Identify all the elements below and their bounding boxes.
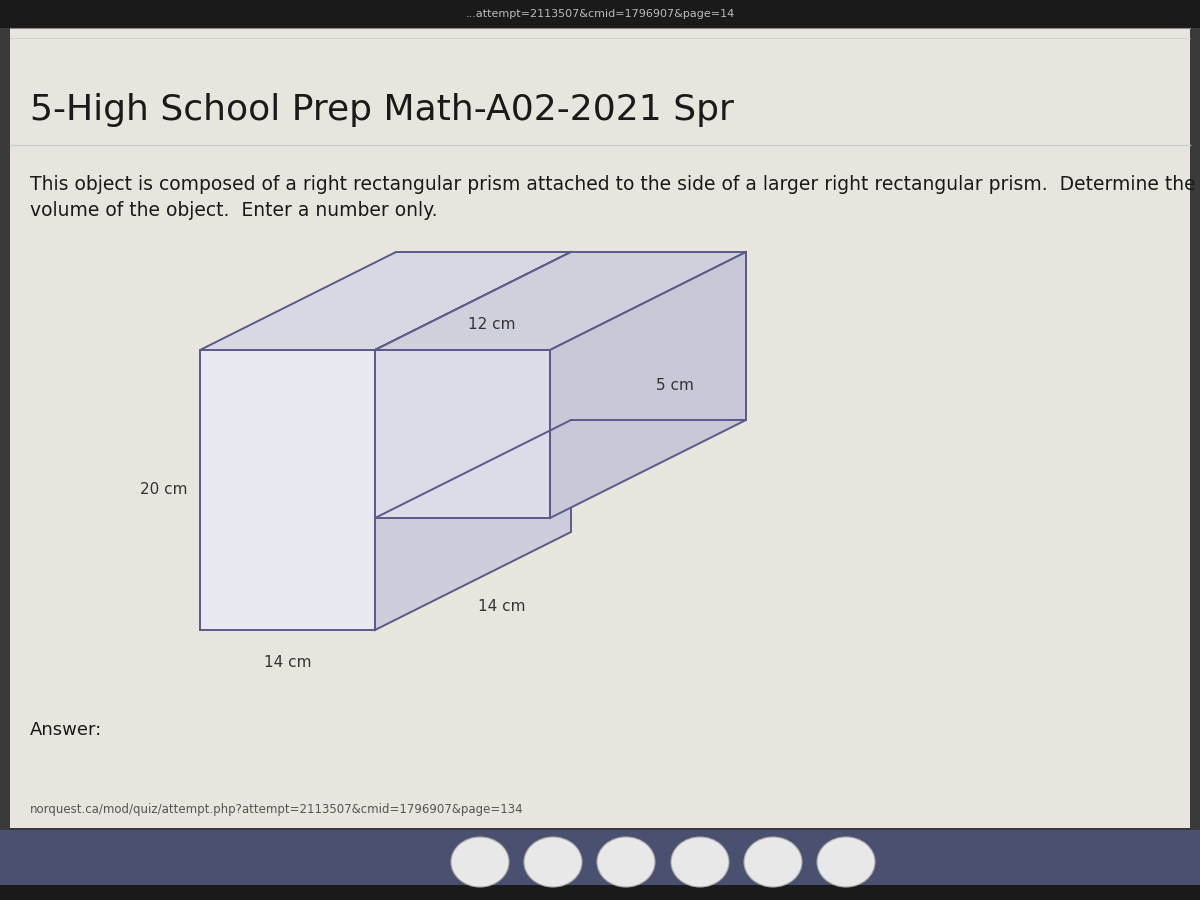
Text: 12 cm: 12 cm (468, 317, 515, 332)
Ellipse shape (451, 837, 509, 887)
Polygon shape (550, 252, 746, 518)
Ellipse shape (524, 837, 582, 887)
Text: 14 cm: 14 cm (478, 599, 526, 614)
Polygon shape (374, 350, 550, 518)
Text: 5-High School Prep Math-A02-2021 Spr: 5-High School Prep Math-A02-2021 Spr (30, 93, 734, 127)
Text: Answer:: Answer: (30, 721, 102, 739)
Text: 20 cm: 20 cm (140, 482, 188, 498)
Polygon shape (374, 252, 746, 350)
Ellipse shape (598, 837, 655, 887)
Ellipse shape (817, 837, 875, 887)
Bar (0, 830, 1200, 900)
Ellipse shape (744, 837, 802, 887)
Text: norquest.ca/mod/quiz/attempt.php?attempt=2113507&cmid=1796907&page=134: norquest.ca/mod/quiz/attempt.php?attempt… (30, 804, 523, 816)
Bar (10, 28, 1190, 828)
Text: 14 cm: 14 cm (264, 655, 311, 670)
Bar (0, 885, 1200, 900)
Bar (0, 0, 1200, 28)
Text: ...attempt=2113507&cmid=1796907&page=14: ...attempt=2113507&cmid=1796907&page=14 (466, 9, 734, 19)
Text: This object is composed of a right rectangular prism attached to the side of a l: This object is composed of a right recta… (30, 176, 1195, 194)
Text: volume of the object.  Enter a number only.: volume of the object. Enter a number onl… (30, 201, 438, 220)
Polygon shape (200, 350, 374, 630)
Text: 5 cm: 5 cm (656, 377, 694, 392)
Polygon shape (374, 252, 571, 630)
Ellipse shape (671, 837, 730, 887)
Polygon shape (200, 252, 571, 350)
